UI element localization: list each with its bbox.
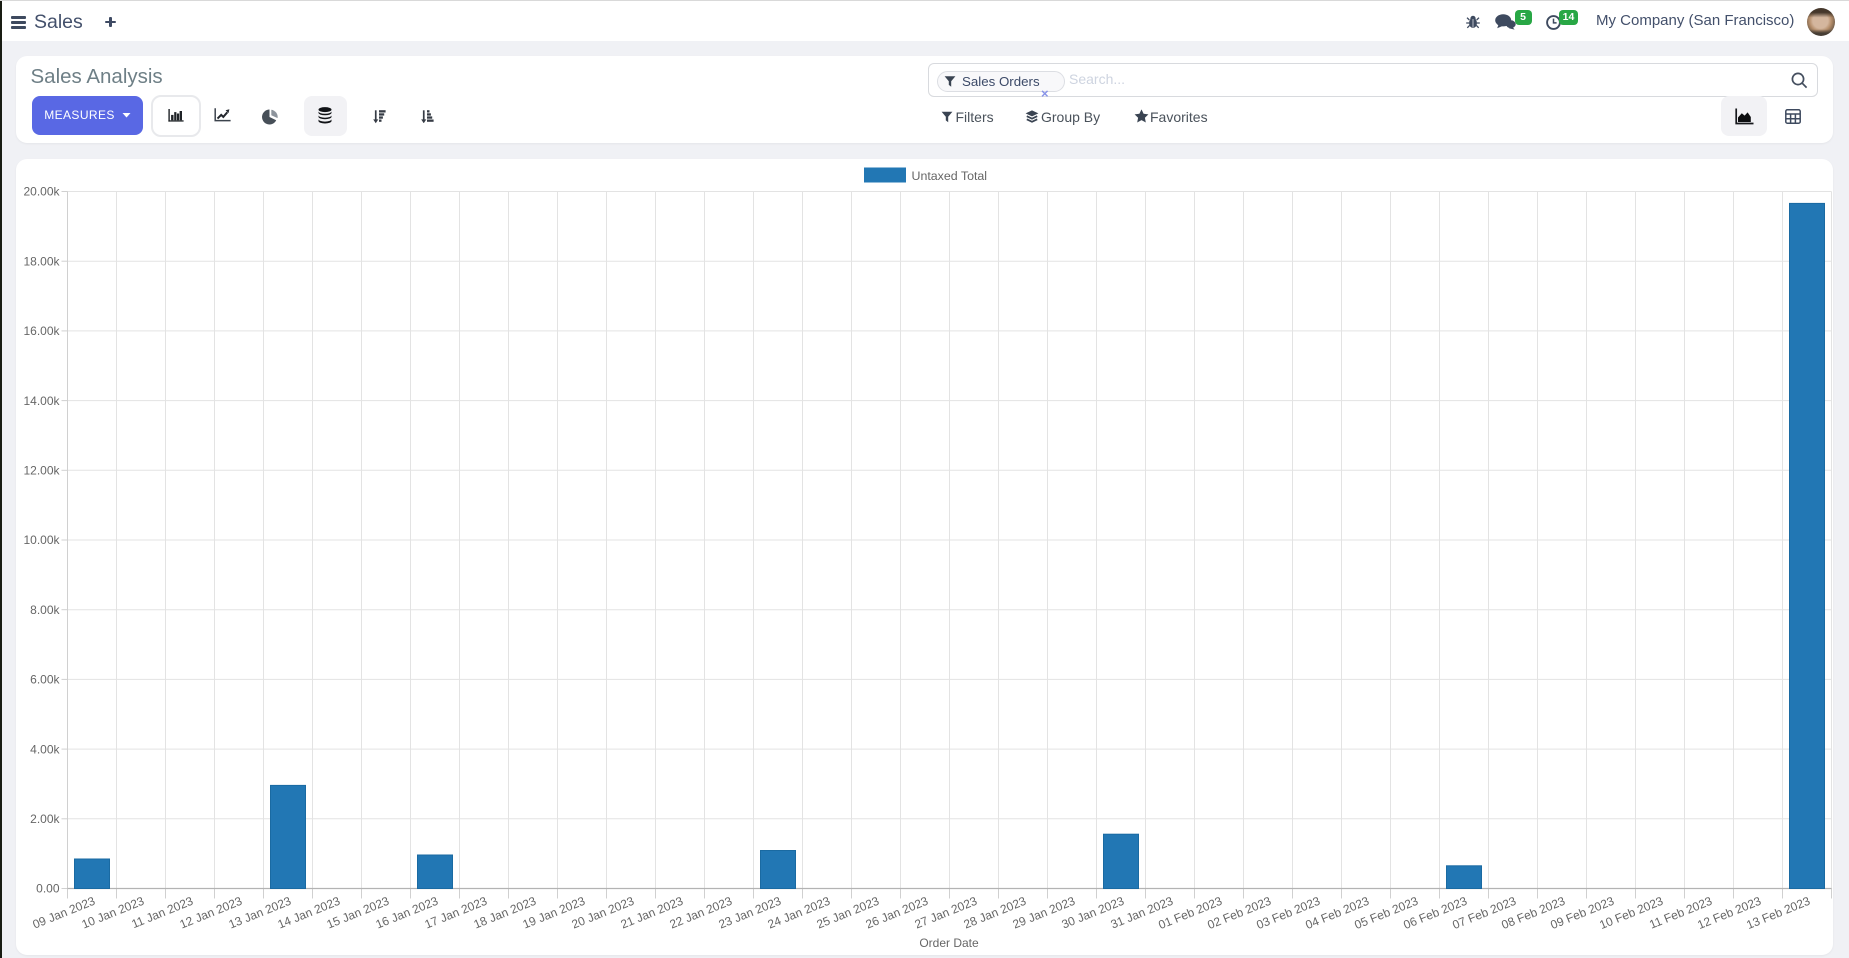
svg-text:18.00k: 18.00k [23,254,60,268]
svg-text:20.00k: 20.00k [23,185,60,199]
svg-text:12.00k: 12.00k [23,464,60,478]
svg-text:16.00k: 16.00k [23,324,60,338]
svg-text:2.00k: 2.00k [30,812,60,826]
svg-text:14.00k: 14.00k [23,394,60,408]
svg-text:6.00k: 6.00k [30,673,60,687]
svg-text:4.00k: 4.00k [30,742,60,756]
svg-text:10.00k: 10.00k [23,533,60,547]
svg-text:8.00k: 8.00k [30,603,60,617]
svg-text:0.00: 0.00 [36,882,60,896]
svg-text:Untaxed Total: Untaxed Total [912,169,988,183]
svg-text:Order Date: Order Date [919,936,979,950]
